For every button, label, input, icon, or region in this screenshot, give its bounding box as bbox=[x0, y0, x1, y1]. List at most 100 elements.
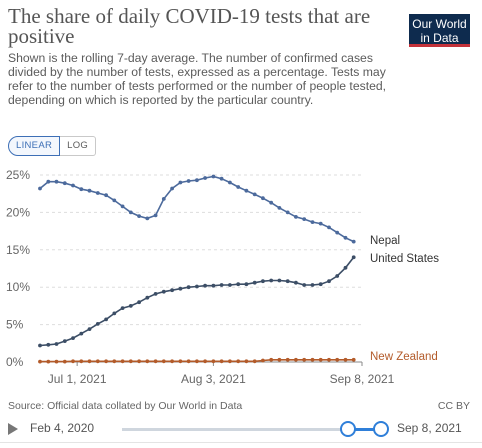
data-point bbox=[228, 283, 232, 287]
data-point bbox=[38, 186, 42, 191]
data-point bbox=[285, 279, 290, 284]
data-point bbox=[137, 300, 142, 305]
data-point bbox=[244, 188, 249, 193]
log-scale-button[interactable]: LOG bbox=[60, 136, 97, 156]
play-icon[interactable] bbox=[8, 423, 18, 435]
logo-line-2: in Data bbox=[420, 31, 459, 45]
data-point bbox=[104, 193, 108, 198]
data-point bbox=[145, 359, 150, 364]
data-point bbox=[318, 282, 323, 287]
data-point bbox=[120, 204, 125, 209]
data-point bbox=[170, 288, 175, 293]
data-point bbox=[128, 304, 133, 308]
data-point bbox=[170, 359, 175, 364]
chart-subtitle: Shown is the rolling 7-day average. The … bbox=[8, 51, 387, 107]
data-point bbox=[269, 278, 274, 283]
data-point bbox=[46, 359, 51, 364]
data-point bbox=[261, 358, 265, 363]
data-point bbox=[161, 359, 166, 364]
data-point bbox=[302, 357, 307, 362]
data-point bbox=[38, 343, 42, 348]
data-point bbox=[228, 180, 232, 185]
data-point bbox=[120, 359, 125, 364]
x-tick-label: Aug 3, 2021 bbox=[181, 372, 246, 386]
data-point bbox=[95, 322, 100, 326]
data-point bbox=[203, 176, 208, 180]
chart-header: The share of daily COVID-19 tests that a… bbox=[8, 6, 404, 108]
data-point bbox=[327, 225, 331, 230]
data-point bbox=[128, 359, 133, 364]
data-point bbox=[351, 357, 356, 362]
data-point bbox=[87, 359, 92, 364]
data-point bbox=[211, 283, 216, 288]
data-point bbox=[302, 283, 307, 287]
data-point bbox=[277, 206, 282, 210]
series-line bbox=[39, 175, 355, 243]
data-point bbox=[285, 357, 290, 362]
data-point bbox=[236, 185, 241, 189]
data-point bbox=[46, 179, 51, 184]
data-point bbox=[186, 285, 191, 290]
timeline-start-date[interactable]: Feb 4, 2020 bbox=[30, 421, 95, 435]
data-point bbox=[195, 359, 199, 364]
y-tick-label: 25% bbox=[6, 168, 30, 182]
timeline-start-handle[interactable] bbox=[340, 421, 356, 437]
timeline-end-handle[interactable] bbox=[373, 421, 389, 437]
data-point bbox=[79, 187, 84, 192]
series-end-label: United States bbox=[370, 253, 439, 265]
series-end-label: New Zealand bbox=[370, 351, 438, 363]
timeline-end-date[interactable]: Sep 8, 2021 bbox=[397, 421, 462, 435]
owid-logo[interactable]: Our World in Data bbox=[409, 14, 470, 47]
data-point bbox=[137, 214, 142, 218]
license-link[interactable]: CC BY bbox=[437, 400, 470, 412]
data-point bbox=[211, 359, 216, 364]
linear-scale-button[interactable]: LINEAR bbox=[8, 136, 61, 156]
data-point bbox=[310, 357, 315, 362]
source-note[interactable]: Source: Official data collated by Our Wo… bbox=[8, 400, 243, 412]
data-point bbox=[252, 192, 257, 197]
data-point bbox=[62, 339, 67, 343]
data-point bbox=[294, 215, 298, 219]
timeline-track[interactable] bbox=[122, 428, 380, 431]
data-point bbox=[153, 359, 158, 364]
y-tick-label: 15% bbox=[6, 243, 30, 257]
data-point bbox=[54, 179, 59, 184]
data-point bbox=[87, 327, 92, 331]
data-point bbox=[335, 274, 340, 278]
data-point bbox=[335, 230, 340, 235]
data-point bbox=[153, 292, 158, 296]
logo-line-1: Our World bbox=[412, 17, 467, 31]
data-point bbox=[310, 283, 315, 287]
data-point bbox=[343, 357, 348, 362]
data-point bbox=[54, 359, 59, 364]
data-point bbox=[343, 265, 348, 270]
data-point bbox=[277, 357, 282, 362]
data-point bbox=[236, 282, 241, 287]
data-point bbox=[54, 342, 59, 346]
data-point bbox=[161, 197, 166, 201]
data-point bbox=[318, 221, 323, 226]
data-point bbox=[261, 279, 265, 284]
data-point bbox=[186, 359, 191, 364]
data-point bbox=[351, 239, 356, 244]
data-point bbox=[236, 359, 241, 364]
data-point bbox=[104, 317, 108, 322]
data-point bbox=[137, 359, 142, 364]
data-point bbox=[87, 188, 92, 193]
data-point bbox=[269, 357, 274, 362]
data-point bbox=[228, 359, 232, 364]
data-point bbox=[203, 283, 208, 288]
data-point bbox=[62, 181, 67, 186]
data-point bbox=[62, 359, 67, 364]
x-tick-label: Jul 1, 2021 bbox=[48, 372, 107, 386]
data-point bbox=[71, 359, 75, 364]
data-point bbox=[195, 178, 199, 183]
data-point bbox=[294, 280, 298, 285]
series-line bbox=[39, 256, 355, 347]
data-point bbox=[219, 176, 224, 181]
line-chart: 0% 5% 10% 15% 20% 25% Jul 1, 2021 Aug 3, 2021 Se… bbox=[6, 168, 439, 386]
x-tick-label: Sep 8, 2021 bbox=[330, 372, 395, 386]
data-point bbox=[145, 216, 150, 221]
data-point bbox=[244, 359, 249, 364]
data-point bbox=[211, 174, 216, 179]
